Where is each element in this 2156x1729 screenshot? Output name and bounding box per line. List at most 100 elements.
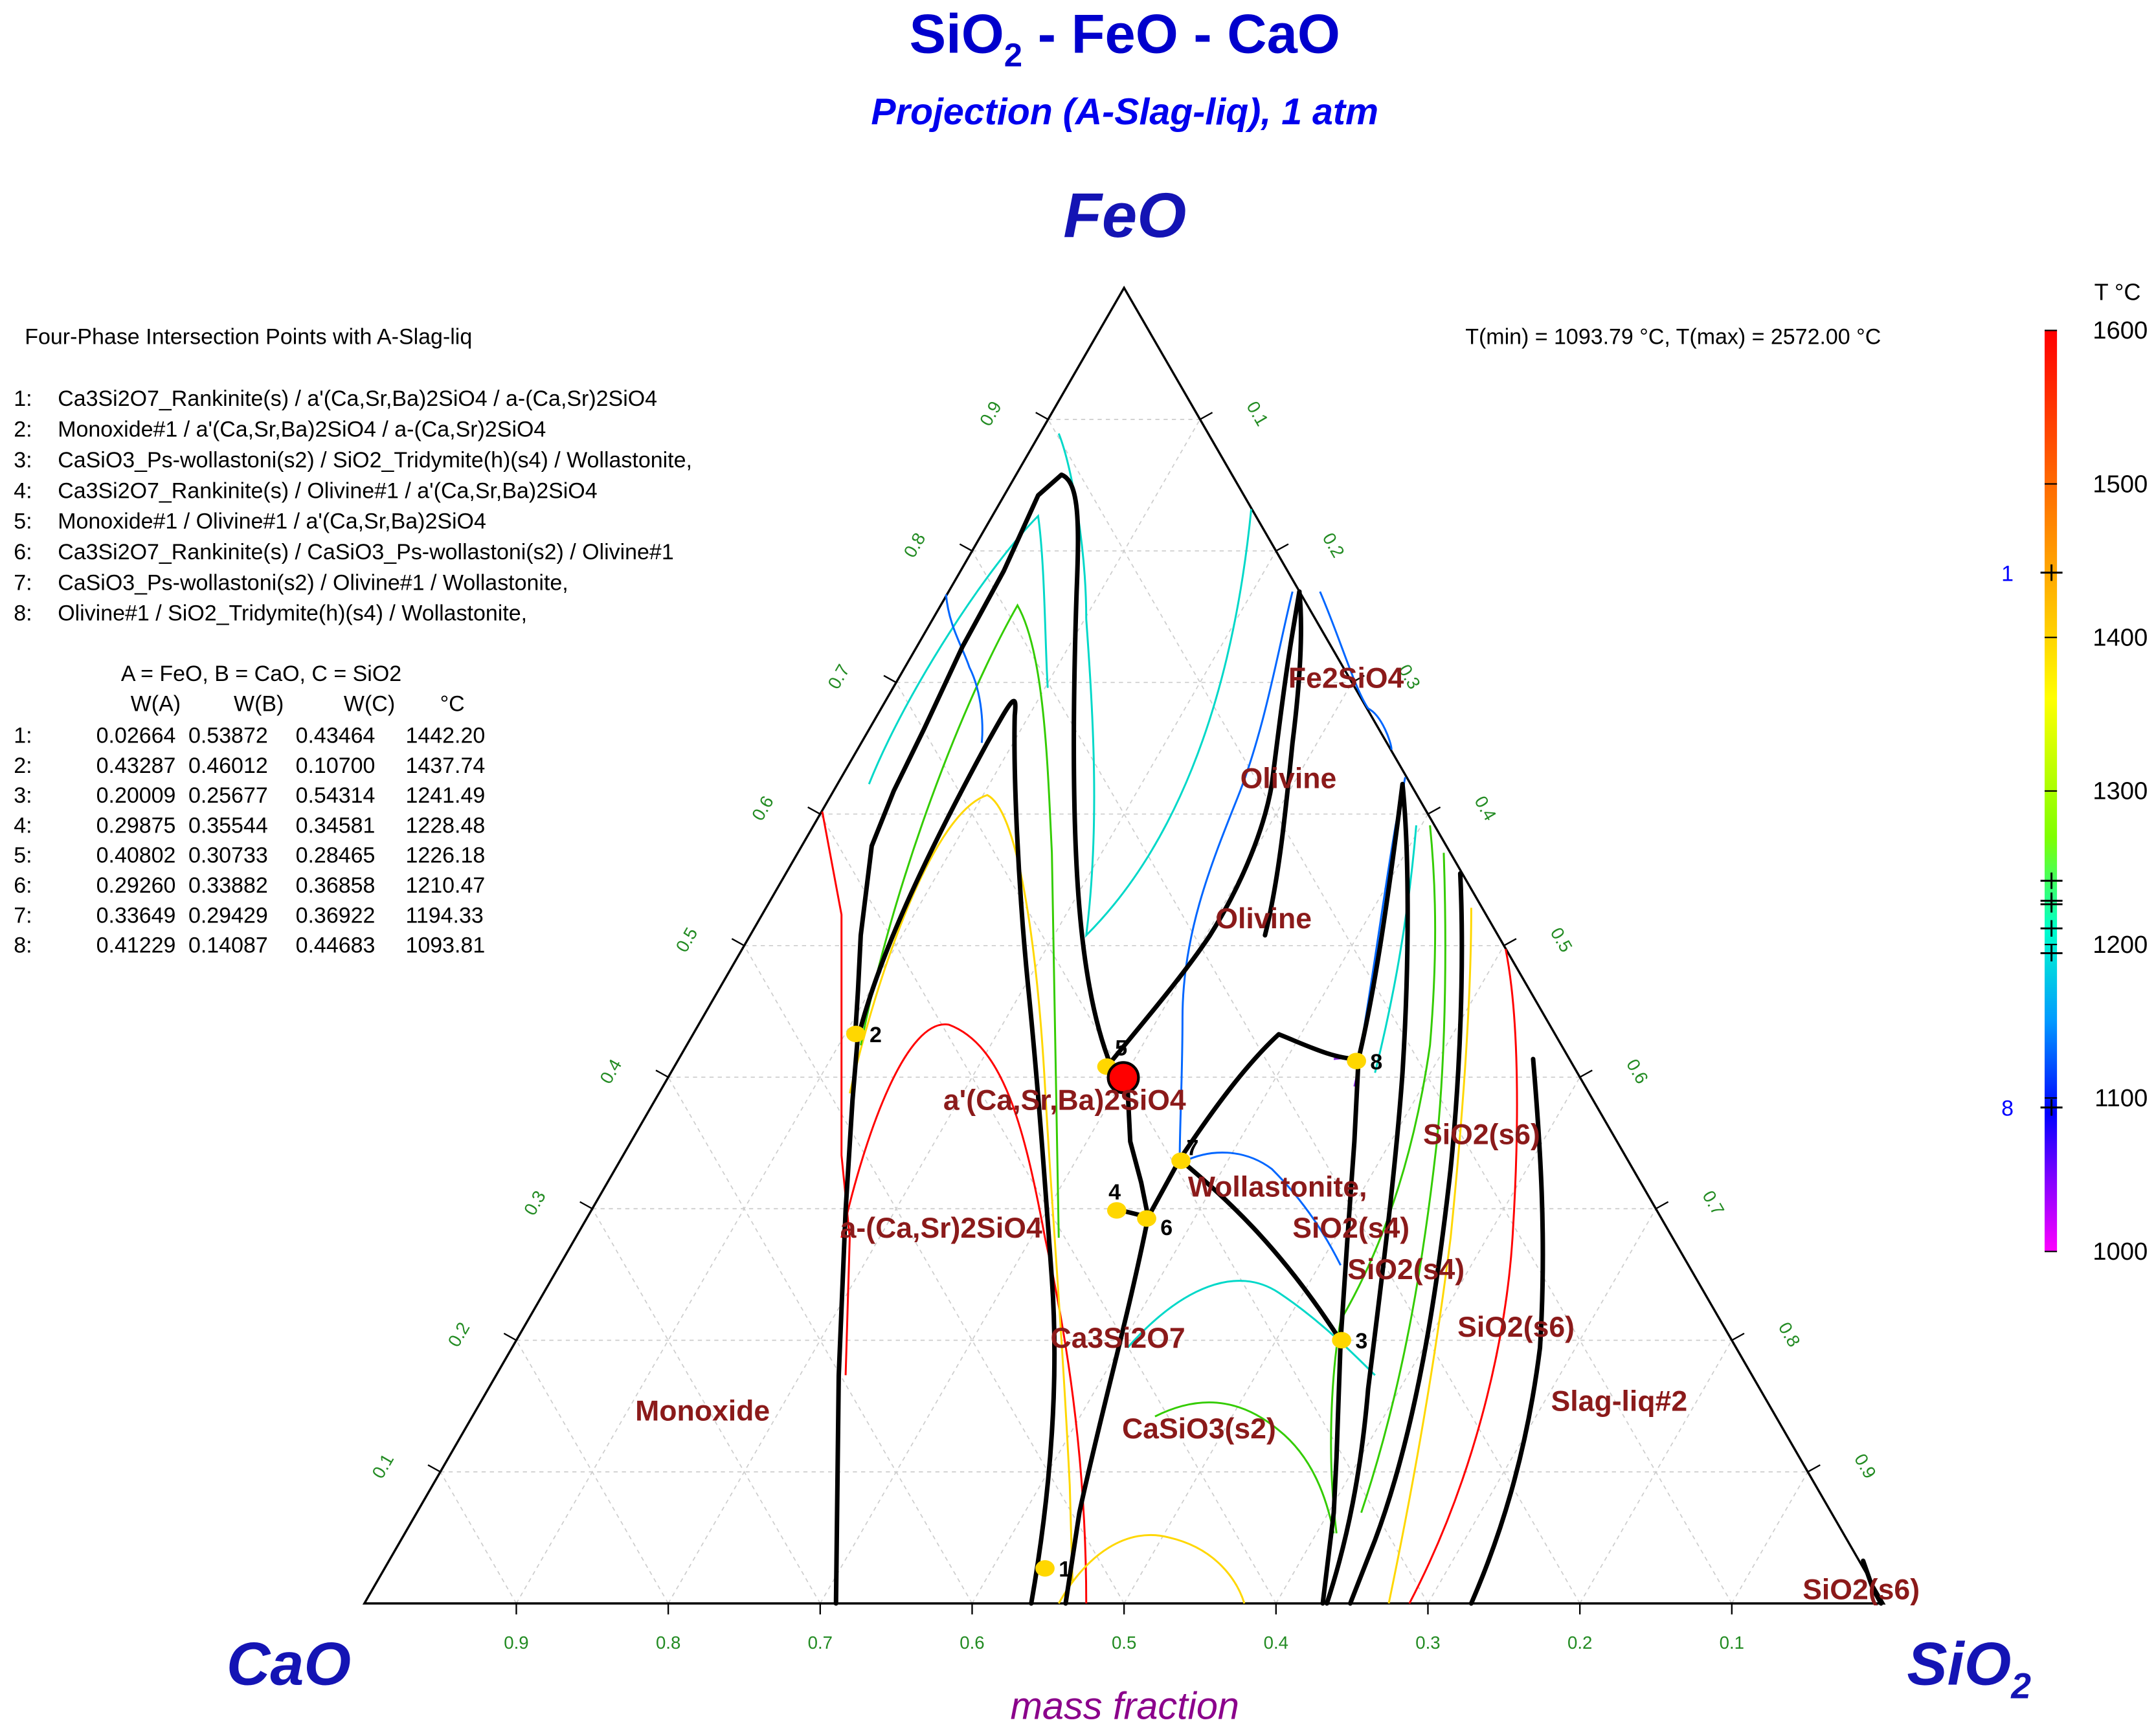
- tick-label-bottom: 0.1: [1720, 1633, 1744, 1653]
- table-cell: 0.28465: [296, 843, 376, 868]
- legend-item-number: 5:: [14, 509, 32, 534]
- boundary-center-spine: [1063, 1214, 1151, 1606]
- colorbar-tick-label: 1000: [2093, 1238, 2148, 1266]
- table-cell: 0.10700: [296, 753, 376, 778]
- table-cell: 5:: [14, 843, 32, 868]
- phase-label: Olivine: [1241, 763, 1337, 795]
- legend-title: Four-Phase Intersection Points with A-Sl…: [25, 325, 472, 350]
- boundary-right-corner: [1861, 1558, 1883, 1606]
- tick-label-right: 0.4: [1470, 792, 1500, 824]
- tick-label-left: 0.1: [368, 1450, 398, 1482]
- colorbar-tick-label: 1600: [2093, 317, 2148, 344]
- invariant-point: [1171, 1152, 1191, 1169]
- tick-left: [427, 1464, 441, 1473]
- legend-item-text: Monoxide#1 / a'(Ca,Sr,Ba)2SiO4 / a-(Ca,S…: [58, 418, 546, 442]
- tick-label-left: 0.9: [976, 397, 1005, 429]
- phase-label: Monoxide: [635, 1396, 770, 1427]
- invariant-point-label: 4: [1108, 1180, 1121, 1205]
- table-definition: A = FeO, B = CaO, C = SiO2: [121, 662, 401, 686]
- colorbar-tick-label: 1300: [2093, 777, 2148, 805]
- colorbar-tick-label: 1500: [2093, 470, 2148, 498]
- phase-label: Olivine: [1215, 903, 1312, 935]
- isotherm-blue-right: [1319, 591, 1393, 750]
- legend-item-text: CaSiO3_Ps-wollastoni(s2) / SiO2_Tridymit…: [58, 448, 692, 473]
- boundary-olivine-arm: [1108, 589, 1302, 1064]
- gridline-sio2: [1427, 1208, 1657, 1604]
- table-cell: 0.53872: [188, 724, 268, 748]
- tick-right: [1427, 806, 1441, 815]
- boundary-vertical-left: [833, 1032, 860, 1606]
- gridline-cao: [440, 1471, 517, 1604]
- tick-left: [579, 1201, 593, 1210]
- gridline-cao: [1048, 419, 1733, 1604]
- tick-label-bottom: 0.8: [656, 1633, 680, 1653]
- phase-label: SiO2(s6): [1457, 1311, 1575, 1343]
- legend-item-number: 4:: [14, 478, 32, 503]
- tick-label-right: 0.6: [1623, 1056, 1652, 1088]
- tick-left: [655, 1069, 669, 1078]
- isotherm-blue-fe2sio4: [1178, 591, 1294, 1155]
- colorbar-ticks: 1600 1500 1400 1300 1200 1100 1000: [2044, 317, 2148, 1266]
- phase-label: a-(Ca,Sr)2SiO4: [840, 1212, 1042, 1244]
- invariant-point-label: 8: [1370, 1050, 1382, 1075]
- phase-label: Wollastonite,: [1188, 1171, 1367, 1203]
- isotherm-green-right-b: [1360, 853, 1446, 1513]
- gridline-sio2: [1123, 945, 1505, 1604]
- legend-item-text: Ca3Si2O7_Rankinite(s) / a'(Ca,Sr,Ba)2SiO…: [58, 386, 657, 411]
- table-cell: 0.40802: [96, 843, 176, 868]
- tick-right: [1503, 938, 1517, 946]
- isotherm-blue-wollastonite: [1182, 1152, 1342, 1266]
- phase-label: Ca3Si2O7: [1051, 1322, 1185, 1354]
- tick-label-right: 0.1: [1242, 397, 1272, 429]
- boundary-fe2sio4-vertical: [1263, 589, 1303, 938]
- colorbar-title: T °C: [2094, 279, 2141, 306]
- gridline-cao: [668, 1076, 973, 1604]
- invariant-point-label: 5: [1115, 1036, 1127, 1061]
- table-cell: 3:: [14, 783, 32, 808]
- tick-right: [1579, 1069, 1593, 1078]
- table-cell: 4:: [14, 813, 32, 838]
- table-cell: 0.35544: [188, 813, 268, 838]
- boundary-inner-arch: [855, 698, 1057, 1606]
- table-cell: 8:: [14, 933, 32, 958]
- gridline-sio2: [1275, 1076, 1580, 1604]
- invariant-point: [1106, 1202, 1127, 1219]
- tick-label-bottom: 0.4: [1264, 1633, 1288, 1653]
- legend-item-text: Olivine#1 / SiO2_Tridymite(h)(s4) / Woll…: [58, 601, 527, 626]
- invariant-point: [1137, 1210, 1156, 1227]
- isotherm-red-right: [1408, 948, 1518, 1604]
- table-cell: 1442.20: [405, 724, 485, 748]
- tick-label-bottom: 0.7: [808, 1633, 833, 1653]
- tick-right: [1199, 412, 1213, 420]
- table-cell: 0.25677: [188, 783, 268, 808]
- tick-label-bottom: 0.2: [1567, 1633, 1592, 1653]
- boundary-right-c: [1468, 1056, 1545, 1606]
- table-cell: 0.43287: [96, 753, 176, 778]
- colorbar-marks: 18: [2001, 561, 2063, 1121]
- table-header-cell: W(A): [131, 692, 181, 717]
- table-cell: 7:: [14, 903, 32, 928]
- invariant-point: [1332, 1332, 1352, 1349]
- isotherm-yellow-left: [849, 794, 1073, 1582]
- colorbar-mark-label: 1: [2001, 561, 2014, 586]
- corner-label-top: FeO: [1063, 180, 1186, 251]
- invariant-point: [846, 1025, 866, 1042]
- invariant-points: 1 2 3 4 5 6 7 8: [846, 1023, 1382, 1582]
- isotherm-cyan-bottom: [1127, 1280, 1376, 1376]
- isotherm-red-left: [821, 811, 851, 1376]
- tick-right: [1655, 1201, 1669, 1210]
- table-cell: 0.33649: [96, 903, 176, 928]
- isotherm-green-right-a: [1330, 825, 1437, 1534]
- table-header-cell: °C: [440, 692, 465, 717]
- tick-left: [959, 543, 973, 552]
- boundary-left-wall: [853, 472, 1130, 1089]
- table-rows: 1: 0.02664 0.53872 0.43464 1442.20 2: 0.43287 0…: [14, 724, 485, 958]
- tick-label-left: 0.5: [672, 924, 702, 955]
- table-cell: 0.02664: [96, 724, 176, 748]
- isotherm-cyan-left: [868, 513, 1049, 785]
- tick-label-right: 0.8: [1775, 1319, 1804, 1350]
- table-cell: 1210.47: [405, 873, 485, 898]
- invariant-point-label: 7: [1187, 1136, 1199, 1161]
- tick-label-right: 0.9: [1850, 1450, 1880, 1482]
